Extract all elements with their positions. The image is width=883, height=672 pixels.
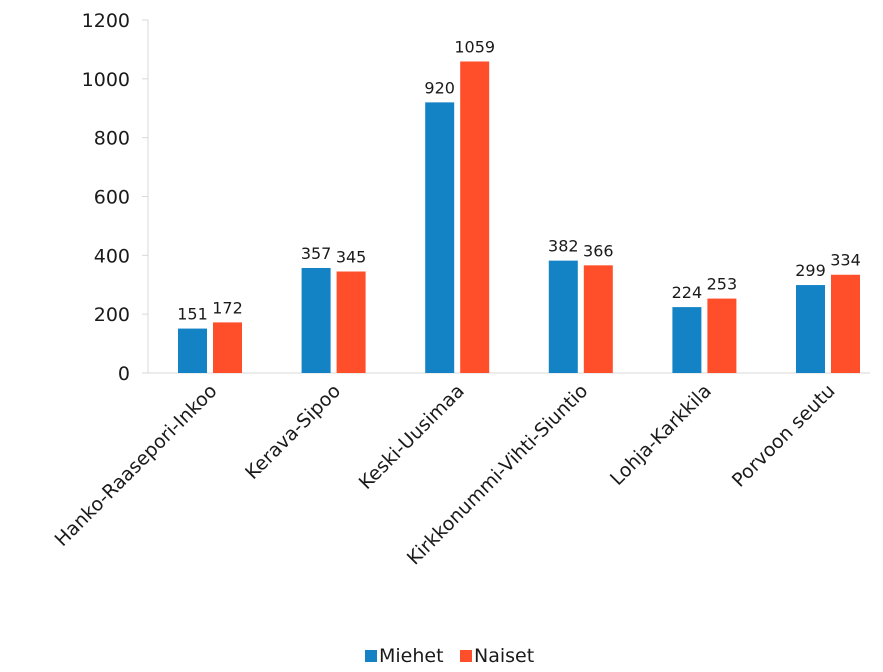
data-label: 920 (424, 78, 455, 97)
y-tick-label: 200 (94, 304, 130, 326)
bar-naiset (583, 265, 613, 373)
data-label: 382 (548, 237, 579, 256)
legend-swatch (460, 650, 472, 662)
bar-naiset (213, 322, 242, 373)
bar-miehet (425, 102, 455, 373)
legend-item-naiset: Naiset (460, 645, 534, 667)
legend-item-miehet: Miehet (365, 645, 444, 667)
y-tick-label: 1000 (82, 69, 130, 91)
bar-naiset (336, 271, 366, 373)
y-tick-label: 800 (94, 128, 130, 150)
y-tick-label: 600 (94, 187, 130, 209)
x-tick-label: Lohja-Karkkila (606, 380, 716, 490)
legend-swatch (365, 650, 377, 662)
data-label: 345 (336, 248, 367, 267)
data-label: 357 (301, 244, 332, 263)
legend: Miehet Naiset (365, 645, 534, 667)
data-label: 366 (583, 241, 614, 260)
bar-naiset (831, 274, 860, 373)
x-tick-label: Hanko-Raasepori-Inkoo (51, 380, 222, 551)
data-label: 172 (212, 298, 243, 317)
y-tick-label: 400 (94, 245, 130, 267)
x-tick-label: Kerava-Sipoo (241, 380, 345, 484)
legend-label: Naiset (474, 645, 534, 667)
data-label: 1059 (454, 37, 495, 56)
data-label: 151 (177, 305, 208, 324)
data-label: 299 (795, 261, 826, 280)
bar-miehet (301, 267, 331, 373)
bar-naiset (460, 61, 490, 373)
data-label: 253 (707, 275, 738, 294)
bar-miehet (178, 328, 207, 373)
bar-miehet (548, 260, 578, 373)
y-tick-label: 1200 (82, 10, 130, 32)
x-tick-label: Porvoon seutu (728, 380, 840, 492)
legend-label: Miehet (379, 645, 444, 667)
y-tick-label: 0 (118, 363, 130, 385)
data-label: 334 (830, 251, 861, 270)
x-tick-label: Keski-Uusimaa (355, 380, 469, 494)
bar-miehet (796, 285, 825, 373)
data-label: 224 (672, 283, 703, 302)
bar-naiset (707, 298, 737, 373)
bar-miehet (672, 307, 702, 373)
